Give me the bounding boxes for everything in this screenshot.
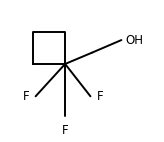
Text: F: F [97,90,103,103]
Text: OH: OH [126,34,144,47]
Text: F: F [23,90,29,103]
Text: F: F [62,124,68,137]
